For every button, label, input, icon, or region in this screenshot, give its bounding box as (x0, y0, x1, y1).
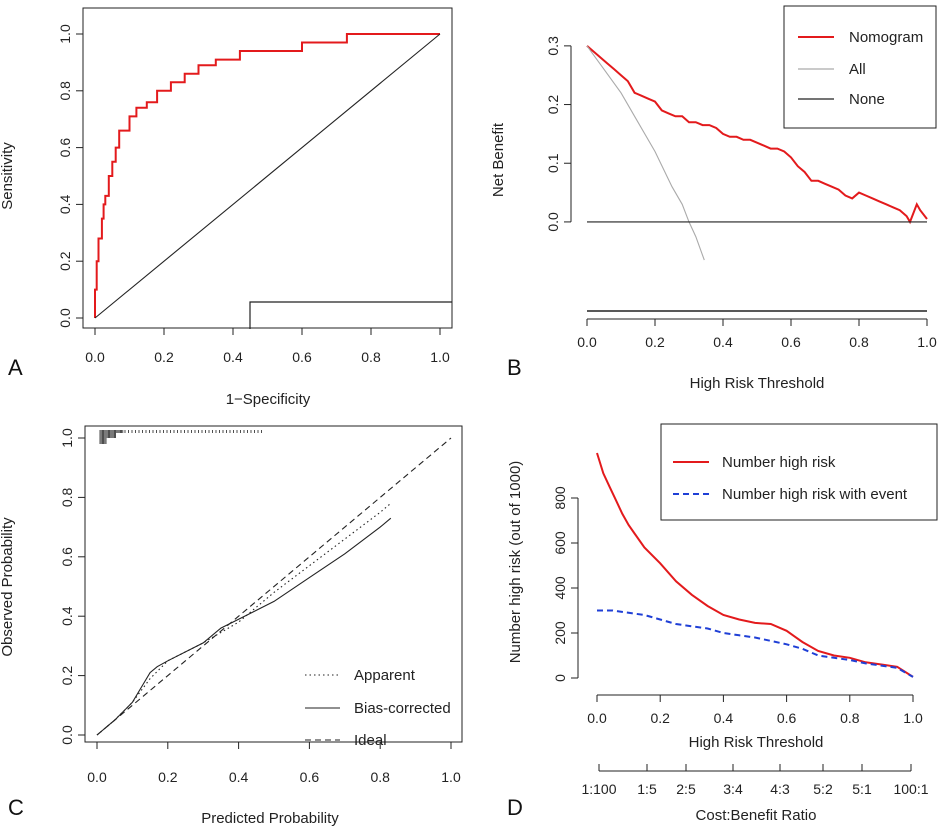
secondary-axis: 1:100 1:5 2:5 3:4 4:3 5:2 5:1 100:1 Cost:Benefit… (581, 764, 929, 824)
x-axis-label: Predicted Probability (201, 810, 339, 827)
x-tick-label: 0.4 (713, 334, 733, 350)
x-tick-label: 0.6 (300, 769, 320, 785)
series-line-number-high-risk-with-event (597, 609, 914, 678)
auc-legend-box-edge (249, 301, 452, 329)
secondary-tick-label: 5:1 (852, 781, 872, 797)
y-tick-label: 0.8 (57, 81, 73, 101)
panel-b: 0.0 0.2 0.4 0.6 0.8 1.0 0.0 0.1 0.2 0.3 High Risk … (490, 36, 937, 392)
x-tick-label: 1.0 (441, 769, 461, 785)
series-line-ideal (96, 437, 452, 736)
series-line-reference (94, 33, 441, 319)
x-tick-label: 0.8 (361, 349, 381, 365)
secondary-tick-label: 5:2 (813, 781, 833, 797)
y-tick-label: 0.0 (59, 725, 75, 745)
legend-b: Nomogram All None (783, 5, 937, 129)
series-line-apparent (96, 502, 392, 736)
x-tick-label: 0.0 (577, 334, 597, 350)
legend-frame (783, 5, 937, 129)
x-tick-label: 0.0 (87, 769, 107, 785)
x-tick-label: 0.8 (840, 710, 860, 726)
x-axis-label: High Risk Threshold (689, 734, 824, 751)
legend-label: All (849, 61, 866, 78)
x-tick-label: 0.6 (292, 349, 312, 365)
secondary-tick-label: 1:100 (581, 781, 616, 797)
x-tick-label: 0.2 (650, 710, 670, 726)
x-axis-label: 1−Specificity (226, 391, 311, 408)
y-tick-label: 0.3 (545, 36, 561, 56)
y-tick-label: 800 (552, 486, 568, 510)
x-tick-label: 0.2 (154, 349, 174, 365)
x-tick-label: 0.6 (777, 710, 797, 726)
legend-label: Ideal (354, 732, 387, 749)
legend-d: Number high risk Number high risk with ev… (660, 423, 938, 521)
x-tick-label: 0.4 (223, 349, 243, 365)
plot-frame (82, 7, 453, 329)
y-tick-label: 1.0 (59, 428, 75, 448)
y-tick-label: 0.2 (57, 251, 73, 271)
x-tick-label: 1.0 (430, 349, 450, 365)
x-tick-label: 0.6 (781, 334, 801, 350)
x-axis-label: High Risk Threshold (690, 375, 825, 392)
y-axis-label: Number high risk (out of 1000) (507, 461, 524, 664)
y-tick-label: 400 (552, 576, 568, 600)
legend-frame (660, 423, 938, 521)
series-line-nomogram (586, 45, 928, 225)
secondary-tick-label: 3:4 (723, 781, 743, 797)
y-tick-label: 0.0 (57, 308, 73, 328)
secondary-axis-label: Cost:Benefit Ratio (696, 807, 817, 824)
legend-c: Apparent Bias-corrected Ideal (305, 667, 451, 749)
x-tick-label: 0.2 (645, 334, 665, 350)
legend-label: Number high risk (722, 454, 836, 471)
rug-marks (99, 430, 262, 444)
panel-d: 0.0 0.2 0.4 0.6 0.8 1.0 0 200 400 600 800 High Risk… (507, 452, 923, 820)
y-tick-label: 0.6 (57, 138, 73, 158)
x-tick-label: 1.0 (917, 334, 937, 350)
legend-label: Apparent (354, 667, 416, 684)
secondary-tick-label: 100:1 (893, 781, 928, 797)
secondary-tick-label: 1:5 (637, 781, 657, 797)
series-line-number-high-risk (596, 452, 914, 678)
panel-a: 0.0 0.2 0.4 0.6 0.8 1.0 0.0 0.2 0.4 0.6 0.8 1.0 1−Sp… (0, 7, 453, 408)
y-tick-label: 600 (552, 531, 568, 555)
secondary-tick-label: 2:5 (676, 781, 696, 797)
y-tick-label: 0.4 (59, 606, 75, 626)
panel-letter: A (8, 355, 23, 380)
x-tick-label: 1.0 (903, 710, 923, 726)
legend-label: Nomogram (849, 29, 923, 46)
y-tick-label: 0.4 (57, 194, 73, 214)
y-tick-label: 0.2 (59, 666, 75, 686)
panel-letter: D (507, 795, 523, 820)
series-line-all (586, 45, 705, 261)
x-tick-label: 0.4 (714, 710, 734, 726)
y-tick-label: 1.0 (57, 24, 73, 44)
x-tick-label: 0.0 (85, 349, 105, 365)
x-tick-label: 0.8 (370, 769, 390, 785)
y-tick-label: 0.8 (59, 487, 75, 507)
panel-letter: B (507, 355, 522, 380)
x-tick-label: 0.0 (587, 710, 607, 726)
y-tick-label: 0.6 (59, 547, 75, 567)
panel-c: 0.0 0.2 0.4 0.6 0.8 1.0 0.0 0.2 0.4 0.6 0.8 1.0 Pred… (0, 425, 463, 827)
secondary-tick-label: 4:3 (770, 781, 790, 797)
y-tick-label: 0.0 (545, 212, 561, 232)
x-tick-label: 0.8 (849, 334, 869, 350)
plot-frame (84, 425, 463, 743)
y-axis-label: Net Benefit (490, 122, 507, 197)
y-axis-label: Observed Probability (0, 517, 16, 657)
legend-label: None (849, 91, 885, 108)
series-line-bias-corrected (96, 517, 392, 736)
panel-letter: C (8, 795, 24, 820)
series-line-roc (94, 33, 440, 318)
y-tick-label: 0.1 (545, 153, 561, 173)
legend-label: Bias-corrected (354, 700, 451, 717)
x-tick-label: 0.4 (229, 769, 249, 785)
y-axis-label: Sensitivity (0, 142, 16, 210)
x-tick-label: 0.2 (158, 769, 178, 785)
y-tick-label: 0.2 (545, 95, 561, 115)
y-tick-label: 200 (552, 621, 568, 645)
legend-label: Number high risk with event (722, 486, 908, 503)
y-tick-label: 0 (552, 674, 568, 682)
